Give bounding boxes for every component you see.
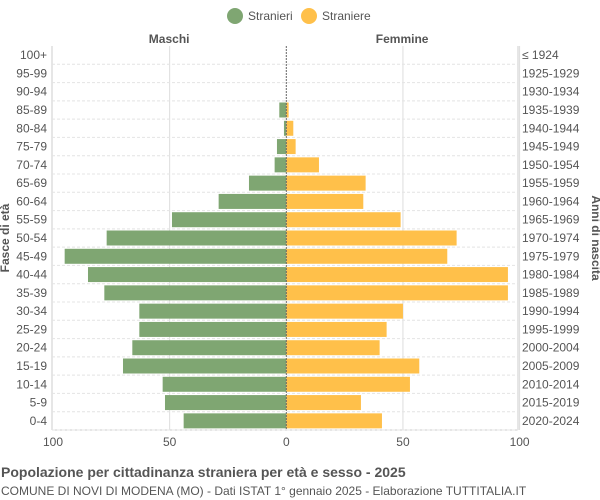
age-label: 20-24	[16, 341, 47, 355]
age-label: 80-84	[16, 121, 47, 135]
birth-year-label: 1990-1994	[522, 304, 580, 318]
birth-year-label: 1940-1944	[522, 121, 580, 135]
age-label: 75-79	[16, 140, 47, 154]
bar-female	[286, 285, 508, 301]
pyramid-chart: 100+ ≤ 1924 95-99 1925-1929 90-94 1930-1934 85…	[0, 8, 600, 449]
age-label: 35-39	[16, 286, 47, 300]
age-label: 45-49	[16, 249, 47, 263]
age-label: 5-9	[30, 396, 48, 410]
birth-year-label: 1995-1999	[522, 322, 580, 336]
age-label: 100+	[20, 48, 47, 62]
y-axis-label-right: Anni di nascita	[589, 195, 600, 281]
age-label: 25-29	[16, 322, 47, 336]
bar-male	[276, 139, 287, 155]
bar-male	[139, 303, 287, 319]
bar-female	[286, 358, 420, 374]
bar-male	[171, 212, 287, 228]
bar-female	[286, 193, 364, 209]
x-tick-label: 100	[510, 435, 530, 449]
bar-female	[286, 303, 403, 319]
bar-female	[286, 395, 361, 411]
bar-female	[286, 376, 410, 392]
chart-subtitle: COMUNE DI NOVI DI MODENA (MO) - Dati IST…	[1, 484, 527, 498]
birth-year-label: 1935-1939	[522, 103, 580, 117]
birth-year-label: 1955-1959	[522, 176, 580, 190]
bar-male	[248, 175, 287, 191]
age-label: 0-4	[30, 414, 48, 428]
birth-year-label: 1985-1989	[522, 286, 580, 300]
bar-female	[286, 157, 319, 173]
bar-female	[286, 230, 457, 246]
age-label: 90-94	[16, 85, 47, 99]
bar-female	[286, 413, 382, 429]
bar-female	[286, 139, 296, 155]
chart-title: Popolazione per cittadinanza straniera p…	[1, 464, 406, 480]
birth-year-label: 1975-1979	[522, 249, 580, 263]
birth-year-label: 2000-2004	[522, 341, 580, 355]
bar-female	[286, 120, 294, 136]
bar-female	[286, 321, 387, 337]
age-label: 15-19	[16, 359, 47, 373]
bar-male	[162, 376, 287, 392]
birth-year-label: 1970-1974	[522, 231, 580, 245]
birth-year-label: 1950-1954	[522, 158, 580, 172]
bar-male	[64, 248, 287, 264]
bar-female	[286, 248, 448, 264]
bar-female	[286, 212, 401, 228]
bar-male	[104, 285, 287, 301]
birth-year-label: 1965-1969	[522, 213, 580, 227]
bar-female	[286, 340, 380, 356]
x-tick-label: 100	[43, 435, 63, 449]
bar-female	[286, 102, 289, 118]
birth-year-label: ≤ 1924	[522, 48, 559, 62]
birth-year-label: 1960-1964	[522, 194, 580, 208]
header-maschi: Maschi	[149, 32, 190, 46]
age-label: 60-64	[16, 194, 47, 208]
bar-male	[274, 157, 287, 173]
bar-male	[106, 230, 287, 246]
birth-year-label: 2015-2019	[522, 396, 580, 410]
birth-year-label: 1930-1934	[522, 85, 580, 99]
legend-swatch-straniere	[301, 8, 317, 24]
age-label: 40-44	[16, 268, 47, 282]
bar-male	[139, 321, 287, 337]
x-tick-label: 0	[283, 435, 290, 449]
bar-male	[164, 395, 287, 411]
bar-female	[286, 175, 366, 191]
bar-male	[279, 102, 287, 118]
y-axis-label-left: Fasce di età	[0, 203, 12, 272]
age-label: 50-54	[16, 231, 47, 245]
legend-swatch-stranieri	[227, 8, 243, 24]
birth-year-label: 2010-2014	[522, 377, 580, 391]
x-tick-label: 50	[163, 435, 177, 449]
age-label: 70-74	[16, 158, 47, 172]
birth-year-label: 2020-2024	[522, 414, 580, 428]
legend-label-straniere: Straniere	[322, 9, 371, 23]
age-label: 55-59	[16, 213, 47, 227]
birth-year-label: 1925-1929	[522, 66, 580, 80]
birth-year-label: 1945-1949	[522, 140, 580, 154]
bar-male	[122, 358, 287, 374]
legend-label-stranieri: Stranieri	[248, 9, 293, 23]
header-femmine: Femmine	[376, 32, 429, 46]
age-label: 10-14	[16, 377, 47, 391]
bar-male	[183, 413, 287, 429]
bar-male	[87, 267, 287, 283]
birth-year-label: 2005-2009	[522, 359, 580, 373]
age-label: 85-89	[16, 103, 47, 117]
age-label: 65-69	[16, 176, 47, 190]
bar-male	[132, 340, 287, 356]
bar-male	[218, 193, 287, 209]
age-label: 30-34	[16, 304, 47, 318]
birth-year-label: 1980-1984	[522, 268, 580, 282]
x-tick-label: 50	[396, 435, 410, 449]
bar-male	[283, 120, 287, 136]
bar-female	[286, 267, 508, 283]
age-label: 95-99	[16, 66, 47, 80]
